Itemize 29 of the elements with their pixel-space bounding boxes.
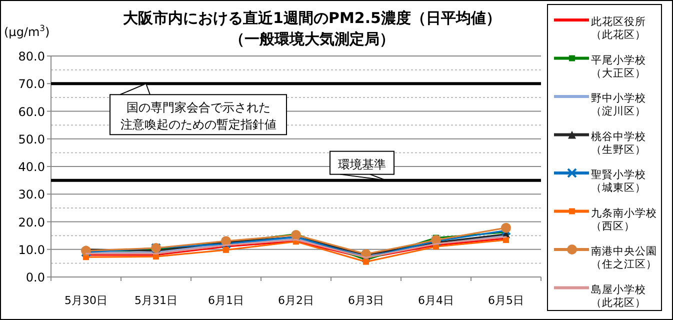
y-tick-label: 10.0 [18,242,45,257]
chart-title: 大阪市内における直近1週間のPM2.5濃度（日平均値） [123,9,501,27]
legend-label: 島屋小学校（此花区） [591,282,646,309]
x-tick-label: 6月3日 [348,294,384,307]
x-tick-label: 6月2日 [278,294,314,307]
legend-label: 野中小学校（淀川区） [591,92,646,118]
x-tick-label: 6月4日 [418,294,454,307]
y-tick-label: 70.0 [18,77,45,92]
legend-label: 此花区役所（此花区） [591,15,646,41]
legend-label: 九条南小学校（西区） [591,206,657,232]
ref-line-label: 環境基準 [338,157,386,172]
y-tick-label: 30.0 [18,188,45,202]
legend-label: 平尾小学校（大正区） [591,53,646,80]
x-tick-label: 6月1日 [208,294,244,307]
x-tick-label: 5月30日 [64,294,108,307]
y-tick-label: 50.0 [18,132,45,146]
legend-label: 桃谷中学校（生野区） [591,130,646,156]
x-tick-label: 6月5日 [488,294,524,307]
y-tick-label: 40.0 [18,160,45,174]
x-tick-label: 5月31日 [134,294,178,307]
y-axis-title: (μg/m$^{3}$) [4,23,50,39]
y-tick-label: 0.0 [26,270,45,284]
y-tick-label: 60.0 [18,104,45,119]
ref-line-label: 国の専門家会合で示された注意喚起のための暫定指針値 [120,100,276,132]
chart-subtitle: （一般環境大気測定局） [230,30,394,48]
y-tick-label: 20.0 [18,215,45,230]
y-tick-label: 80.0 [18,50,45,64]
legend-label: 南港中央公園（住之江区） [591,244,657,270]
legend-label: 聖賢小学校（城東区） [591,168,646,194]
